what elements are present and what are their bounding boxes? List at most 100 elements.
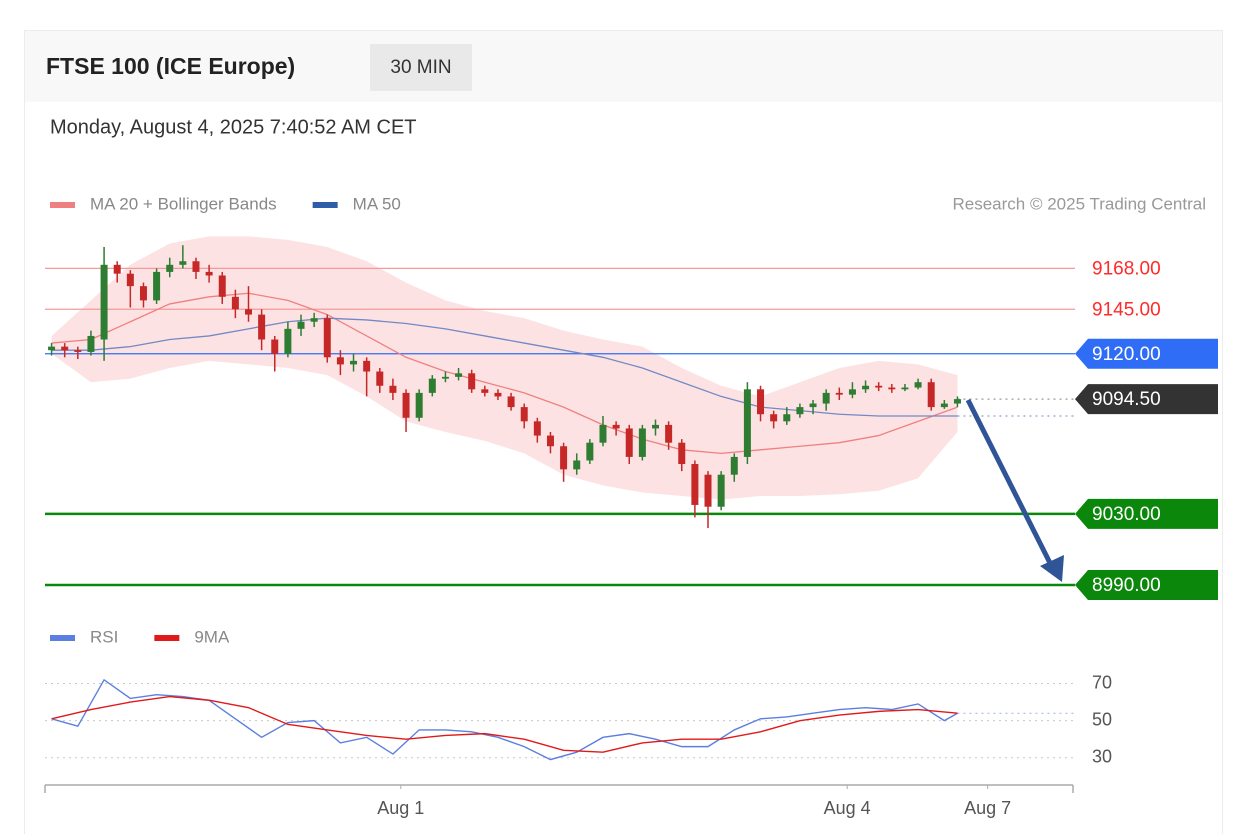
candle-body xyxy=(100,264,108,340)
legend-swatch xyxy=(50,202,75,208)
candle-body xyxy=(244,309,252,315)
x-tick-label: Aug 1 xyxy=(377,798,424,818)
level-label: 9094.50 xyxy=(1092,389,1161,410)
candle-body xyxy=(48,346,56,351)
level-label: 9030.00 xyxy=(1092,504,1161,525)
candle-body xyxy=(441,376,449,379)
candle-body xyxy=(402,392,410,418)
legend-swatch xyxy=(312,202,338,208)
interval[interactable]: 30 MIN xyxy=(390,57,451,78)
y-tick-label: 30 xyxy=(1092,746,1112,766)
candle-body xyxy=(481,389,489,393)
candle-body xyxy=(730,456,738,475)
candle-body xyxy=(796,407,804,415)
legend-label: RSI xyxy=(90,627,118,646)
candle-body xyxy=(231,296,239,310)
ma-line xyxy=(51,292,958,455)
band-layer xyxy=(51,236,958,500)
candle-body xyxy=(875,385,883,388)
candle-body xyxy=(651,424,659,429)
title: FTSE 100 (ICE Europe) xyxy=(46,53,295,79)
level-tag xyxy=(1075,384,1218,415)
candle-body xyxy=(323,318,331,358)
candle-body xyxy=(914,382,922,388)
candle-body xyxy=(205,271,213,276)
candle-body xyxy=(166,264,174,272)
candle-body xyxy=(520,407,528,422)
legend-label: MA 20 + Bollinger Bands xyxy=(90,194,277,213)
candle-body xyxy=(560,446,568,470)
candle-body xyxy=(376,371,384,386)
candle-body xyxy=(743,389,751,457)
candle-body xyxy=(336,357,344,365)
candle-body xyxy=(139,286,147,301)
candle-body xyxy=(953,399,961,404)
candle-body xyxy=(468,373,476,390)
candle-body xyxy=(901,387,909,390)
candle-body xyxy=(546,435,554,447)
level-tag xyxy=(1075,569,1218,600)
candle-body xyxy=(599,424,607,443)
x-tick-label: Aug 7 xyxy=(964,798,1011,818)
bollinger-band xyxy=(51,236,958,500)
timestamp: Monday, August 4, 2025 7:40:52 AM CET xyxy=(50,116,417,138)
level-label: 9168.00 xyxy=(1092,258,1161,279)
candle-body xyxy=(533,421,541,436)
candle-body xyxy=(74,350,82,352)
candles-layer xyxy=(48,245,961,529)
candle-body xyxy=(835,392,843,395)
candle-body xyxy=(822,392,830,404)
candle-body xyxy=(770,414,778,422)
candle-body xyxy=(573,460,581,470)
candle-body xyxy=(665,424,673,443)
candle-body xyxy=(428,378,436,393)
legend-swatch xyxy=(50,635,75,641)
level-label: 8990.00 xyxy=(1092,575,1161,596)
levels-layer: 9168.00 9145.00 9120.00 9094.50 9030.00 8990.… xyxy=(45,258,1218,600)
legend-label: 9MA xyxy=(194,627,230,646)
candle-body xyxy=(757,389,765,415)
credit: Research © 2025 Trading Central xyxy=(953,194,1207,213)
candle-body xyxy=(415,392,423,418)
candle-body xyxy=(862,385,870,390)
candle-body xyxy=(363,360,371,372)
y-tick-label: 70 xyxy=(1092,672,1112,692)
candle-body xyxy=(783,414,791,422)
candle-body xyxy=(848,389,856,395)
header-bar xyxy=(25,31,1222,102)
candle-body xyxy=(284,328,292,354)
level-tag xyxy=(1075,338,1218,369)
candle-body xyxy=(927,382,935,408)
rsi-layer: 30 50 70 Aug 1 Aug 4 Aug 7 xyxy=(45,672,1112,818)
level-label: 9145.00 xyxy=(1092,299,1161,320)
candle-body xyxy=(494,392,502,397)
candle-body xyxy=(153,271,161,301)
legend-label: MA 50 xyxy=(353,194,401,213)
candle-body xyxy=(888,387,896,390)
candle-body xyxy=(271,339,279,354)
candle-body xyxy=(940,403,948,408)
candle-body xyxy=(87,335,95,352)
candle-body xyxy=(389,385,397,393)
legend-swatch xyxy=(154,635,180,641)
y-tick-label: 50 xyxy=(1092,709,1112,729)
ma-line xyxy=(51,317,958,417)
forecast-arrow xyxy=(965,398,1053,565)
candle-body xyxy=(113,264,121,274)
level-label: 9120.00 xyxy=(1092,344,1161,365)
candle-body xyxy=(258,314,266,340)
interval-badge[interactable] xyxy=(370,44,472,91)
candle-body xyxy=(638,428,646,457)
candle-body xyxy=(678,442,686,465)
candle-body xyxy=(704,474,712,507)
candle-body xyxy=(179,261,187,265)
series-line xyxy=(51,695,958,753)
candle-body xyxy=(126,273,134,287)
level-tag xyxy=(1075,498,1218,529)
candle-body xyxy=(455,373,463,377)
candle-body xyxy=(218,275,226,297)
candle-body xyxy=(586,442,594,461)
candle-body xyxy=(612,424,620,429)
